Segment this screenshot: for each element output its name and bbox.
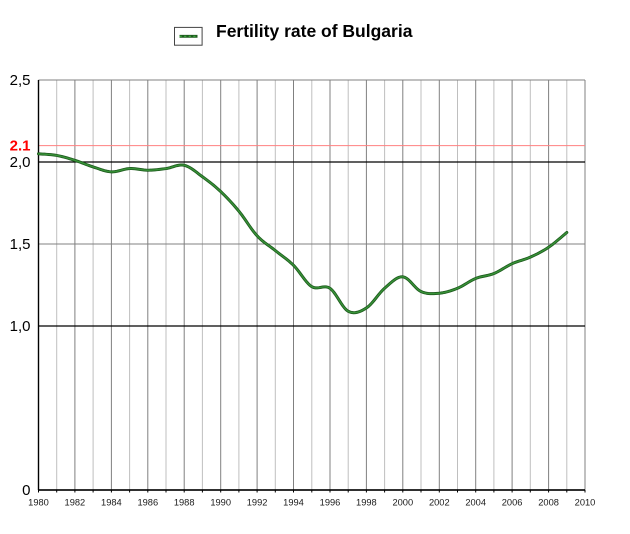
svg-text:1980: 1980 [28,498,49,508]
svg-text:1994: 1994 [283,498,304,508]
svg-text:2004: 2004 [465,498,486,508]
svg-text:1990: 1990 [210,498,231,508]
svg-text:1992: 1992 [247,498,268,508]
svg-text:1996: 1996 [320,498,341,508]
svg-text:2010: 2010 [575,498,596,508]
svg-text:1,5: 1,5 [10,236,31,253]
svg-text:1986: 1986 [137,498,158,508]
svg-text:1988: 1988 [174,498,195,508]
svg-text:Fertility rate of Bulgaria: Fertility rate of Bulgaria [216,21,413,41]
svg-text:2008: 2008 [538,498,559,508]
svg-text:1,0: 1,0 [10,318,31,335]
svg-text:2,0: 2,0 [10,154,31,171]
svg-text:2.1: 2.1 [10,138,31,155]
svg-text:1982: 1982 [65,498,86,508]
svg-text:1998: 1998 [356,498,377,508]
svg-text:2006: 2006 [502,498,523,508]
svg-text:0: 0 [22,482,30,499]
svg-text:1984: 1984 [101,498,122,508]
svg-text:2002: 2002 [429,498,450,508]
svg-text:2000: 2000 [392,498,413,508]
svg-text:2,5: 2,5 [10,72,31,89]
